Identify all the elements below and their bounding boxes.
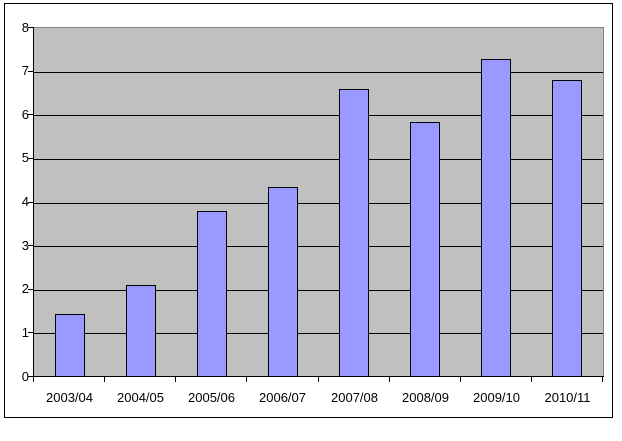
- gridline-y3: [34, 246, 603, 247]
- x-category-label-2006-07: 2006/07: [259, 390, 306, 405]
- bar-2007-08: [339, 89, 369, 377]
- x-category-label-2004-05: 2004/05: [117, 390, 164, 405]
- x-category-label-2008-09: 2008/09: [402, 390, 449, 405]
- x-tick-mark-2: [175, 377, 176, 382]
- x-category-label-2003-04: 2003/04: [46, 390, 93, 405]
- bar-2003-04: [55, 314, 85, 377]
- y-tick-label-6: 6: [21, 107, 29, 122]
- gridline-y2: [34, 290, 603, 291]
- y-tick-label-4: 4: [21, 194, 29, 209]
- bar-2009-10: [481, 59, 511, 377]
- y-tick-label-5: 5: [21, 150, 29, 165]
- y-tick-mark-0: [28, 376, 33, 377]
- y-tick-label-0: 0: [21, 369, 29, 384]
- x-tick-mark-4: [318, 377, 319, 382]
- bar-2006-07: [268, 187, 298, 377]
- y-tick-label-8: 8: [21, 20, 29, 35]
- y-tick-mark-1: [28, 332, 33, 333]
- bar-2008-09: [410, 122, 440, 377]
- y-tick-mark-2: [28, 289, 33, 290]
- y-tick-label-2: 2: [21, 281, 29, 296]
- bar-2004-05: [126, 285, 156, 377]
- y-tick-mark-6: [28, 114, 33, 115]
- gridline-y4: [34, 203, 603, 204]
- x-category-label-2010-11: 2010/11: [544, 390, 591, 405]
- x-tick-mark-7: [531, 377, 532, 382]
- gridline-y6: [34, 115, 603, 116]
- y-tick-label-3: 3: [21, 238, 29, 253]
- y-tick-mark-7: [28, 71, 33, 72]
- x-tick-mark-5: [389, 377, 390, 382]
- y-tick-label-1: 1: [21, 325, 29, 340]
- gridline-y1: [34, 333, 603, 334]
- bar-2010-11: [552, 80, 582, 377]
- x-axis-line: [33, 376, 604, 377]
- x-category-label-2009-10: 2009/10: [473, 390, 520, 405]
- y-tick-label-7: 7: [21, 63, 29, 78]
- plot-area: [34, 27, 604, 377]
- gridline-y7: [34, 72, 603, 73]
- y-tick-mark-4: [28, 202, 33, 203]
- y-axis-line: [33, 27, 34, 377]
- x-category-label-2005-06: 2005/06: [188, 390, 235, 405]
- x-category-label-2007-08: 2007/08: [331, 390, 378, 405]
- x-tick-mark-8: [602, 377, 603, 382]
- x-tick-mark-0: [33, 377, 34, 382]
- bar-2005-06: [197, 211, 227, 377]
- x-tick-mark-6: [460, 377, 461, 382]
- gridline-y5: [34, 159, 603, 160]
- x-tick-mark-1: [104, 377, 105, 382]
- y-tick-mark-5: [28, 158, 33, 159]
- x-tick-mark-3: [246, 377, 247, 382]
- y-tick-mark-8: [28, 27, 33, 28]
- chart-frame: 0 1 2 3 4 5 6 7 8 2003/04 2004/05 2005/06 2006/07 20…: [4, 3, 613, 418]
- y-tick-mark-3: [28, 245, 33, 246]
